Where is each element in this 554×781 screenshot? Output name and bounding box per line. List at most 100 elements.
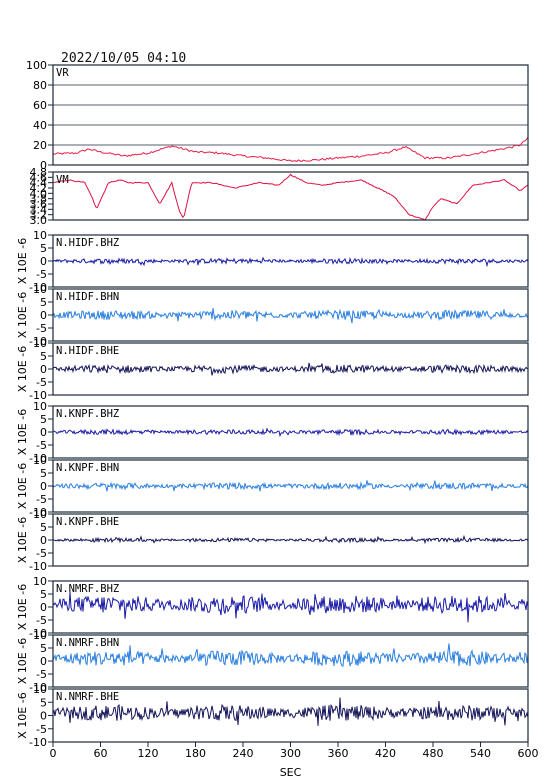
x-tick-label: 120	[138, 747, 159, 760]
panel-label: N.HIDF.BHZ	[56, 237, 119, 249]
panel-label: N.HIDF.BHE	[56, 345, 119, 357]
panel-vr: 100 80 60 40 20 0 VR	[26, 59, 529, 172]
y-tick-label: -5	[36, 322, 47, 335]
y-tick-label: 10	[33, 508, 47, 521]
y-tick-label: 5	[40, 642, 47, 655]
panel-frame	[52, 342, 529, 396]
series-line	[52, 643, 529, 667]
datetime-header: 2022/10/05 04:10	[61, 51, 186, 66]
y-tick-label: -5	[36, 547, 47, 560]
x-tick-label: 480	[423, 747, 444, 760]
y-tick-label: -10	[29, 560, 47, 573]
y-axis-unit-label: X 10E -6	[16, 584, 29, 630]
y-tick-label: 80	[33, 79, 47, 92]
x-tick-label: 420	[375, 747, 396, 760]
y-tick-label: 0	[40, 255, 47, 268]
panel-label: N.KNPF.BHN	[56, 462, 119, 474]
series-line	[52, 591, 529, 623]
y-tick-label: 10	[33, 629, 47, 642]
panel-stack: 100806040200VR4.84.64.44.24.03.83.63.43.…	[16, 59, 529, 749]
panel-frame	[52, 171, 529, 221]
y-tick-label: 5	[40, 588, 47, 601]
panel-frame	[52, 459, 529, 513]
y-tick-label: -10	[29, 281, 47, 294]
y-tick-label: -5	[36, 668, 47, 681]
panel-label: N.KNPF.BHE	[56, 516, 119, 528]
y-tick-label: 4.2	[30, 182, 48, 195]
series-line	[52, 480, 529, 492]
y-tick-label: -10	[29, 506, 47, 519]
panel-frame	[52, 634, 529, 688]
y-tick-label: 5	[40, 696, 47, 709]
y-axis-unit-label: X 10E -6	[16, 517, 29, 563]
y-tick-label: 5	[40, 467, 47, 480]
y-tick-label: 0	[40, 480, 47, 493]
y-tick-label: -5	[36, 493, 47, 506]
series-line	[52, 697, 529, 726]
x-tick-label: 600	[518, 747, 539, 760]
panel-label: N.NMRF.BHN	[56, 637, 119, 649]
y-tick-label: 0	[40, 710, 47, 723]
y-tick-label: 10	[33, 575, 47, 588]
y-tick-label: -5	[36, 439, 47, 452]
y-tick-label: 60	[33, 99, 47, 112]
y-tick-label: 100	[26, 59, 47, 72]
y-tick-label: 0	[40, 363, 47, 376]
y-tick-label: 5	[40, 350, 47, 363]
y-tick-label: 0	[40, 159, 47, 172]
y-tick-label: 0	[40, 309, 47, 322]
series-line	[52, 256, 529, 268]
y-tick-label: -10	[29, 335, 47, 348]
series-line	[52, 173, 529, 221]
y-tick-label: 10	[33, 683, 47, 696]
panel-frame	[52, 513, 529, 567]
y-tick-label: -5	[36, 268, 47, 281]
panel-label: N.KNPF.BHZ	[56, 408, 119, 420]
y-tick-label: 0	[40, 534, 47, 547]
x-axis-label: SEC	[280, 766, 302, 779]
x-tick-label: 300	[280, 747, 301, 760]
x-tick-label: 540	[470, 747, 491, 760]
x-tick-label: 180	[185, 747, 206, 760]
series-line	[52, 534, 529, 545]
y-tick-label: 4.6	[30, 171, 48, 184]
y-tick-label: 20	[33, 139, 47, 152]
y-tick-label: -10	[29, 627, 47, 640]
y-tick-label: 3.6	[30, 198, 48, 211]
y-tick-label: 10	[33, 283, 47, 296]
y-tick-label: 4.0	[30, 187, 48, 200]
y-tick-label: -10	[29, 681, 47, 694]
y-tick-label: 0	[40, 655, 47, 668]
y-tick-label: 40	[33, 119, 47, 132]
x-tick-label: 0	[50, 747, 57, 760]
y-tick-label: 4.4	[30, 177, 48, 190]
y-tick-label: -5	[36, 614, 47, 627]
y-tick-label: 5	[40, 296, 47, 309]
panel-label: N.HIDF.BHN	[56, 291, 119, 303]
y-tick-label: -5	[36, 376, 47, 389]
series-line	[52, 136, 529, 163]
y-tick-label: 10	[33, 400, 47, 413]
y-tick-label: 10	[33, 454, 47, 467]
y-tick-label: 0	[40, 426, 47, 439]
y-tick-label: 4.8	[30, 166, 48, 179]
panel-frame	[52, 405, 529, 459]
panel-frame	[52, 580, 529, 634]
y-tick-label: -5	[36, 723, 47, 736]
y-tick-label: 10	[33, 337, 47, 350]
series-line	[52, 308, 529, 324]
y-tick-label: 10	[33, 229, 47, 242]
y-tick-label: 3.4	[30, 203, 48, 216]
y-axis-unit-label: X 10E -6	[16, 238, 29, 284]
x-tick-label: 60	[94, 747, 108, 760]
y-axis-unit-label: X 10E -6	[16, 346, 29, 392]
x-axis: 0 60 120 180 240 300 360 420 480 540 600 SEC	[50, 742, 539, 779]
